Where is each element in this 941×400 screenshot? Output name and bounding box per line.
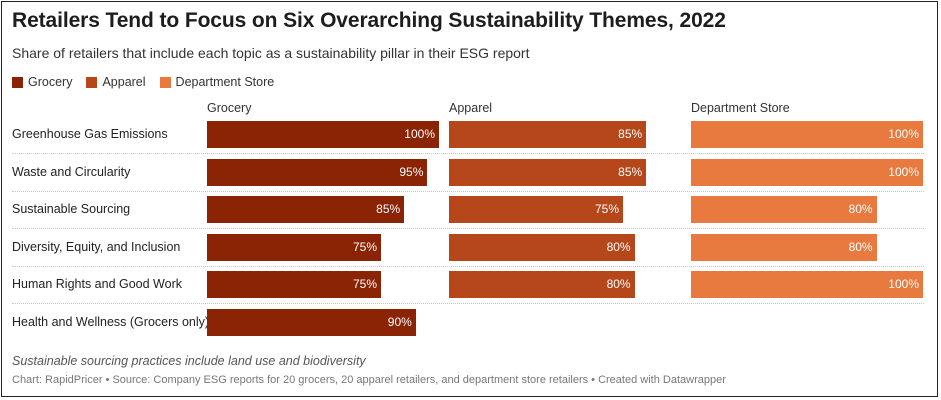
row-separator (12, 228, 924, 229)
bar-apparel-human-rights-and-good-work: 80% (449, 271, 635, 298)
legend-item-department-store: Department Store (159, 75, 275, 89)
legend-label-department-store: Department Store (175, 75, 275, 89)
row-separator (12, 265, 924, 267)
bar-value-label: 80% (848, 202, 873, 216)
bar-apparel-sustainable-sourcing: 75% (449, 196, 623, 223)
bar-value-label: 80% (606, 239, 631, 254)
bar-value-label: 100% (888, 277, 919, 291)
bar-value-label: 75% (594, 202, 619, 216)
bar-value-label: 95% (399, 164, 424, 179)
bar-department-store-waste-and-circularity: 100% (691, 158, 923, 186)
bar-apparel-diversity-equity-and-inclusion: 80% (449, 233, 635, 261)
bar-grocery-health-and-wellness-grocers-only: 90% (207, 308, 416, 336)
legend-swatch-apparel (86, 76, 98, 88)
bar-value-label: 80% (848, 239, 873, 254)
row-label-diversity-equity-and-inclusion: Diversity, Equity, and Inclusion (12, 239, 181, 254)
chart-subtitle: Share of retailers that include each top… (12, 45, 530, 61)
column-header-grocery: Grocery (207, 101, 252, 115)
bar-value-label: 85% (376, 202, 401, 216)
row-separator (12, 153, 924, 154)
bar-grocery-human-rights-and-good-work: 75% (207, 271, 381, 298)
bar-value-label: 85% (618, 127, 643, 141)
bar-grocery-diversity-equity-and-inclusion: 75% (207, 233, 381, 261)
row-label-human-rights-and-good-work: Human Rights and Good Work (12, 277, 182, 291)
bar-value-label: 100% (404, 127, 435, 141)
row-separator (12, 190, 924, 192)
bar-grocery-sustainable-sourcing: 85% (207, 196, 405, 223)
row-separator (12, 303, 924, 304)
bar-apparel-waste-and-circularity: 85% (449, 158, 647, 186)
bar-department-store-sustainable-sourcing: 80% (691, 196, 877, 223)
legend-label-apparel: Apparel (102, 75, 146, 89)
row-label-sustainable-sourcing: Sustainable Sourcing (12, 202, 131, 216)
column-header-apparel: Apparel (449, 101, 493, 115)
bar-value-label: 75% (352, 277, 377, 291)
legend: Grocery Apparel Department Store (12, 75, 274, 89)
bar-department-store-human-rights-and-good-work: 100% (691, 271, 923, 298)
row-label-waste-and-circularity: Waste and Circularity (12, 164, 131, 179)
legend-item-apparel: Apparel (86, 75, 146, 89)
bar-value-label: 80% (606, 277, 631, 291)
bar-value-label: 75% (352, 239, 377, 254)
legend-swatch-department-store (159, 76, 171, 88)
bar-value-label: 90% (387, 314, 412, 329)
column-header-department-store: Department Store (691, 101, 790, 115)
bar-grocery-greenhouse-gas-emissions: 100% (207, 121, 439, 148)
bar-department-store-diversity-equity-and-inclusion: 80% (691, 233, 877, 261)
chart-footer: Chart: RapidPricer • Source: Company ESG… (12, 374, 726, 386)
bar-grocery-waste-and-circularity: 95% (207, 158, 428, 186)
legend-swatch-grocery (12, 76, 23, 88)
legend-label-grocery: Grocery (28, 75, 73, 89)
row-label-greenhouse-gas-emissions: Greenhouse Gas Emissions (12, 127, 168, 141)
bar-department-store-greenhouse-gas-emissions: 100% (691, 121, 923, 148)
row-label-health-and-wellness-grocers-only: Health and Wellness (Grocers only) (12, 314, 210, 329)
bar-value-label: 85% (618, 164, 643, 179)
bar-value-label: 100% (888, 164, 919, 179)
bar-value-label: 100% (888, 127, 919, 141)
legend-item-grocery: Grocery (12, 75, 72, 89)
chart-title: Retailers Tend to Focus on Six Overarchi… (12, 9, 726, 32)
bar-apparel-greenhouse-gas-emissions: 85% (449, 121, 647, 148)
chart-note: Sustainable sourcing practices include l… (12, 354, 366, 368)
